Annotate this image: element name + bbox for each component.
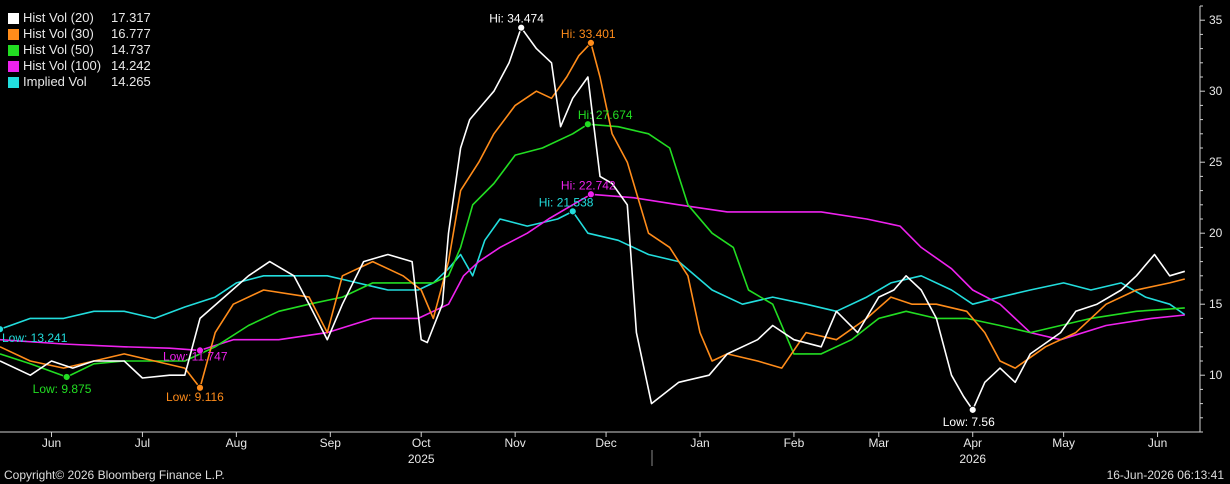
series-line: [0, 42, 1186, 389]
x-tick-label: Oct: [412, 436, 431, 450]
legend-series-name: Hist Vol (30): [23, 26, 94, 41]
hi-marker: [587, 190, 595, 199]
y-tick-label: 10: [1209, 368, 1223, 382]
legend: Hist Vol (20) 17.317 Hist Vol (30) 16.77…: [8, 10, 151, 90]
legend-series-name: Hist Vol (50): [23, 42, 94, 57]
x-tick-label: Feb: [784, 436, 805, 450]
x-tick-label: Sep: [320, 436, 342, 450]
legend-series-name: Hist Vol (100): [23, 58, 102, 73]
legend-swatch: [8, 28, 19, 40]
low-marker: [0, 325, 4, 334]
x-tick-label: Jan: [690, 436, 709, 450]
series-line: [0, 26, 1186, 411]
low-label: Low: 9.875: [33, 382, 92, 396]
hi-marker: [587, 39, 595, 47]
low-marker: [196, 346, 204, 355]
y-tick-label: 35: [1209, 13, 1223, 27]
legend-series-name: Hist Vol (20): [23, 10, 94, 25]
year-label: 2025: [408, 452, 435, 466]
low-label: Low: 7.56: [943, 415, 995, 429]
legend-swatch: [8, 44, 19, 56]
timestamp-text: 16-Jun-2026 06:13:41: [1106, 468, 1224, 482]
legend-swatch: [8, 76, 19, 88]
x-tick-label: Jul: [135, 436, 150, 450]
hi-label: Hi: 22.742: [561, 178, 616, 192]
legend-item[interactable]: Hist Vol (20) 17.317: [8, 10, 151, 26]
hi-label: Hi: 21.538: [539, 195, 594, 209]
x-tick-label: Aug: [226, 436, 247, 450]
low-label: Low: 9.116: [166, 390, 224, 404]
hi-marker: [517, 23, 526, 32]
legend-last-value: 17.317: [111, 10, 151, 25]
x-tick-label: Dec: [595, 436, 616, 450]
y-tick-label: 15: [1209, 297, 1223, 311]
low-marker: [968, 405, 977, 414]
low-label: Low: 13.241: [2, 331, 68, 345]
hi-label: Hi: 33.401: [561, 27, 616, 41]
x-tick-label: Apr: [963, 436, 982, 450]
legend-series-name: Implied Vol: [23, 74, 87, 89]
hi-label: Hi: 27.674: [578, 108, 633, 122]
x-tick-label: Nov: [504, 436, 525, 450]
y-tick-label: 25: [1209, 155, 1223, 169]
x-tick-label: Jun: [1148, 436, 1167, 450]
x-tick-label: May: [1052, 436, 1075, 450]
series-line: [0, 193, 1185, 352]
series-line: [0, 123, 1185, 378]
legend-swatch: [8, 60, 19, 72]
y-tick-label: 30: [1209, 84, 1223, 98]
legend-last-value: 16.777: [111, 26, 151, 41]
hi-marker: [583, 120, 592, 129]
legend-item[interactable]: Implied Vol 14.265: [8, 74, 151, 90]
legend-item[interactable]: Hist Vol (100) 14.242: [8, 58, 151, 74]
x-tick-label: Mar: [868, 436, 889, 450]
low-marker: [62, 373, 71, 381]
copyright-text: Copyright© 2026 Bloomberg Finance L.P.: [4, 468, 225, 482]
series-line: [0, 210, 1186, 330]
legend-item[interactable]: Hist Vol (50) 14.737: [8, 42, 151, 58]
hi-marker: [568, 207, 577, 216]
legend-item[interactable]: Hist Vol (30) 16.777: [8, 26, 151, 42]
year-label: 2026: [959, 452, 986, 466]
legend-last-value: 14.242: [111, 58, 151, 73]
legend-last-value: 14.265: [111, 74, 151, 89]
legend-last-value: 14.737: [111, 42, 151, 57]
hi-label: Hi: 34.474: [489, 12, 544, 26]
y-tick-label: 20: [1209, 226, 1223, 240]
low-label: Low: 11.747: [163, 349, 228, 363]
low-marker: [196, 383, 204, 392]
legend-swatch: [8, 12, 19, 24]
x-tick-label: Jun: [42, 436, 61, 450]
